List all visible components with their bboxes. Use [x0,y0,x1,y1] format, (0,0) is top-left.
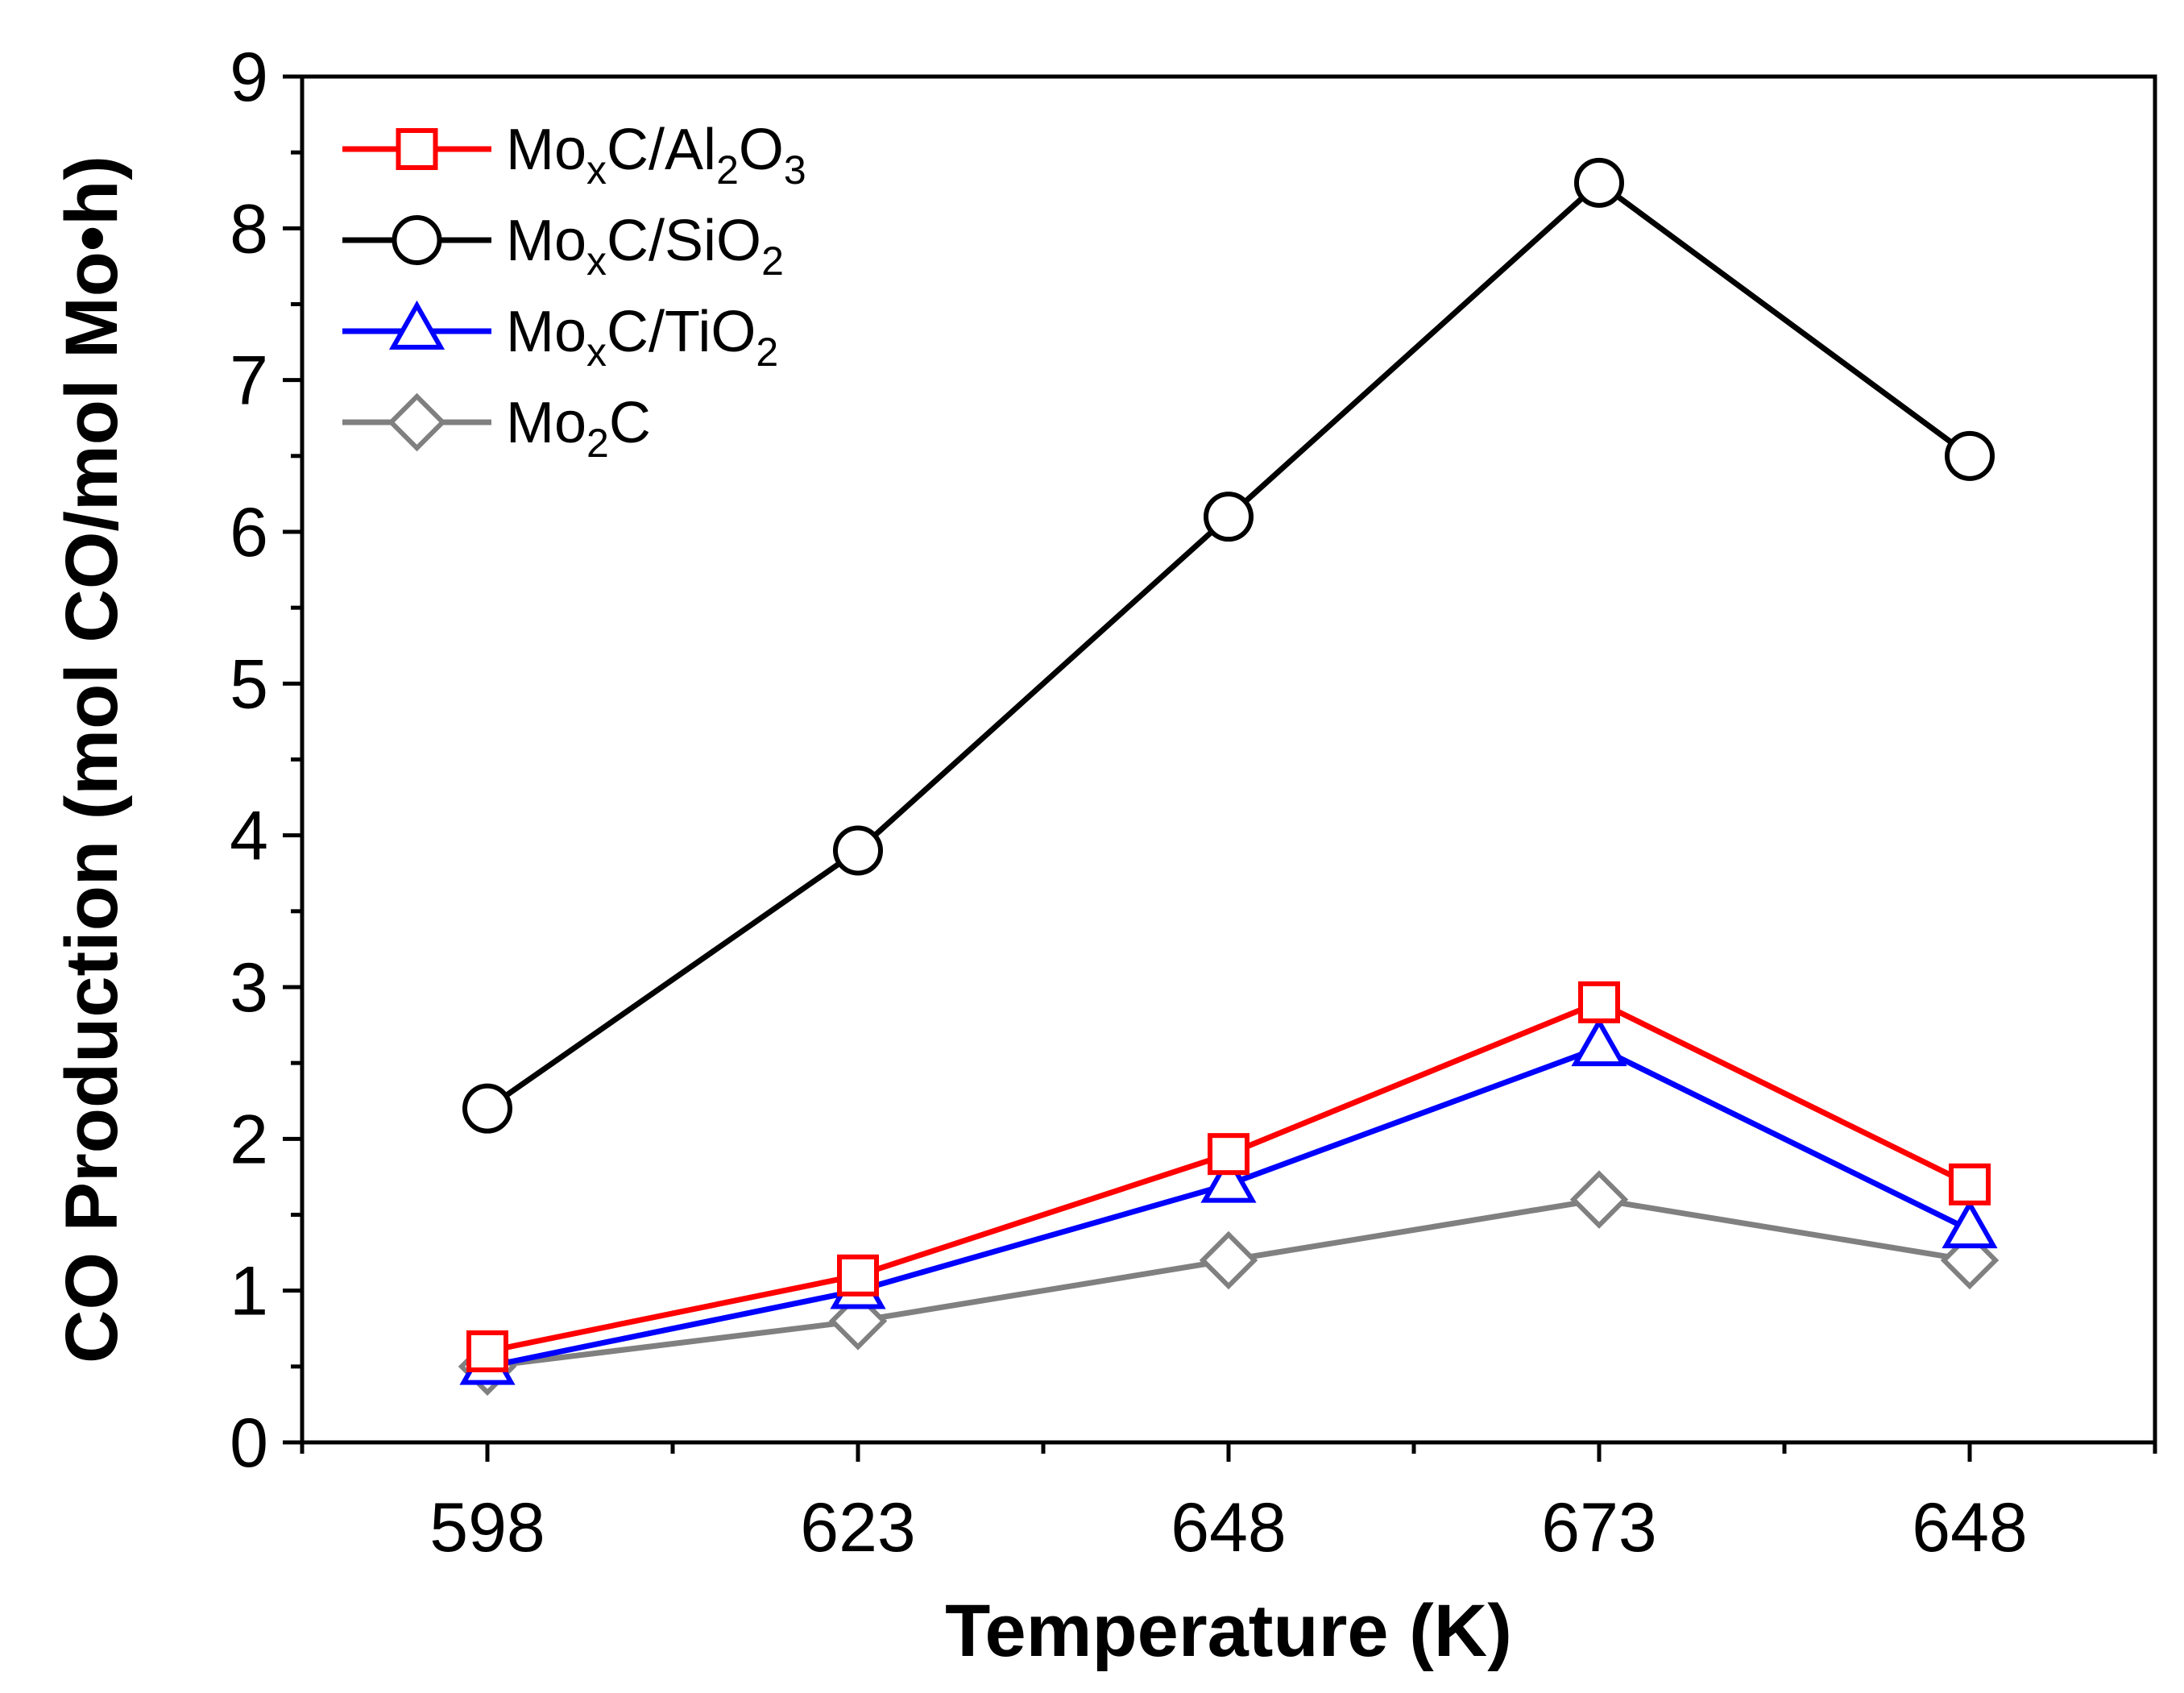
series-circle [462,157,1995,1134]
legend-text-part: C/Al [607,118,716,182]
y-tick-label: 2 [230,1101,268,1178]
data-point-square [837,1254,879,1297]
legend-marker-square [396,128,438,170]
x-tick-label: 648 [1912,1489,2028,1566]
data-point-triangle [1942,1199,1998,1249]
y-axis: 0 1 2 3 4 5 6 7 8 9 [230,39,302,1482]
series-triangle [459,1017,1998,1385]
y-tick-label: 9 [230,39,268,116]
series-square [466,981,1991,1372]
data-point-triangle [1571,1017,1627,1067]
y-tick-label: 5 [230,645,268,723]
y-tick-label: 3 [230,949,268,1027]
legend-subscript: 2 [756,330,778,375]
x-tick-label: 623 [800,1489,916,1566]
legend-text-part: Mo [506,209,586,273]
legend-marker-diamond [387,392,446,452]
data-point-circle [1204,492,1254,542]
legend-item: MoxC/Al2O3 [342,118,806,193]
legend-text-part: C [609,391,651,455]
y-tick-label: 7 [230,342,268,420]
legend-item: Mo2C [342,391,651,466]
x-axis-title: Temperature (K) [945,1590,1512,1672]
y-tick-label: 1 [230,1253,268,1330]
series-layer [458,157,2000,1396]
series-line [487,1044,1971,1370]
data-point-square [1208,1133,1249,1176]
data-point-circle [1574,157,1624,208]
data-point-square [1578,981,1620,1023]
data-point-triangle [1200,1153,1257,1203]
legend-subscript: x [586,147,607,193]
x-axis: 598 623 648 673 648 [300,1442,2157,1566]
data-point-circle [1945,430,1995,481]
legend-text-part: O [739,118,784,182]
series-diamond [458,1170,2000,1396]
y-axis-title: CO Production (mol CO/mol Mo•h) [51,156,133,1363]
legend-marker-triangle [388,300,446,350]
legend-item: MoxC/SiO2 [342,209,784,284]
y-tick-label: 6 [230,494,268,571]
legend-label: MoxC/SiO2 [506,209,784,284]
legend-subscript: x [586,239,607,284]
legend-label: Mo2C [506,391,651,466]
data-point-diamond [1569,1170,1629,1229]
x-tick-label: 598 [429,1489,545,1566]
legend-item: MoxC/TiO2 [342,300,778,375]
legend-label: MoxC/TiO2 [506,300,778,375]
data-point-circle [462,1083,512,1134]
legend-subscript: 2 [586,421,609,466]
legend-subscript: 3 [784,147,806,193]
legend-text-part: Mo [506,391,586,455]
legend-subscript: 2 [716,147,739,193]
legend-label: MoxC/Al2O3 [506,118,806,193]
legend-text-part: Mo [506,300,586,364]
data-point-diamond [1199,1230,1258,1290]
x-tick-label: 673 [1541,1489,1657,1566]
legend-text-part: Mo [506,118,586,182]
data-point-square [1949,1163,1991,1205]
legend-text-part: C/SiO [607,209,761,273]
legend-text-part: C/TiO [607,300,756,364]
data-point-circle [833,825,883,876]
y-tick-label: 4 [230,798,268,875]
legend-subscript: x [586,330,607,375]
legend-marker-circle [392,215,442,265]
x-tick-label: 648 [1171,1489,1287,1566]
y-tick-label: 8 [230,190,268,268]
y-tick-label: 0 [230,1405,268,1482]
data-point-square [466,1330,508,1372]
legend-subscript: 2 [761,239,784,284]
